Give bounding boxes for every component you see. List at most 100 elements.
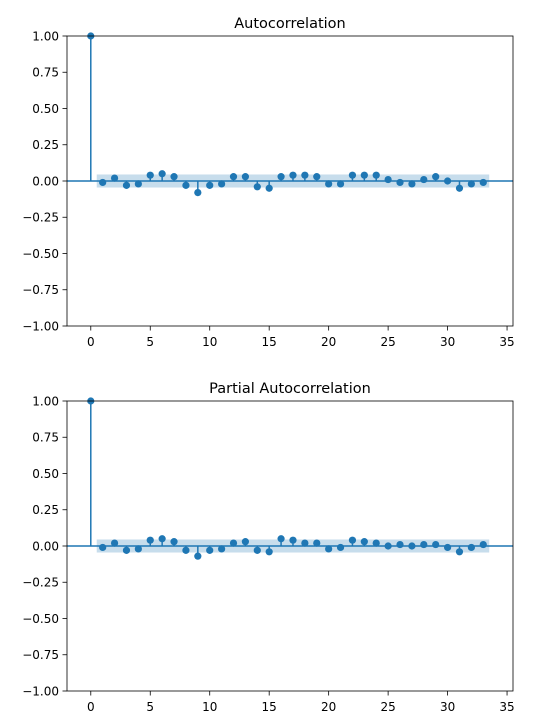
marker-lag-6 — [158, 170, 166, 178]
marker-lag-15 — [265, 184, 273, 192]
marker-lag-13 — [241, 173, 249, 181]
x-tick-label: 30 — [440, 335, 455, 349]
marker-lag-29 — [432, 173, 440, 181]
chart-title: Autocorrelation — [234, 16, 345, 32]
x-tick-label: 5 — [146, 335, 154, 349]
marker-lag-25 — [384, 542, 392, 550]
y-tick-label: 0.75 — [32, 66, 59, 80]
x-tick-label: 15 — [262, 335, 277, 349]
marker-lag-16 — [277, 535, 285, 543]
marker-lag-8 — [182, 546, 190, 554]
x-tick-label: 35 — [499, 700, 514, 714]
marker-lag-26 — [396, 540, 404, 549]
marker-lag-9 — [194, 189, 202, 197]
marker-lag-10 — [206, 181, 214, 189]
x-tick-label: 10 — [202, 335, 217, 349]
marker-lag-1 — [99, 178, 107, 187]
marker-lag-20 — [325, 180, 333, 188]
marker-lag-20 — [325, 545, 333, 553]
y-tick-label: −0.75 — [22, 283, 59, 297]
marker-lag-32 — [467, 543, 475, 552]
marker-lag-19 — [313, 539, 321, 547]
marker-lag-28 — [420, 175, 428, 184]
marker-lag-12 — [229, 539, 238, 547]
marker-lag-15 — [265, 548, 273, 556]
marker-lag-10 — [206, 546, 214, 554]
marker-lag-8 — [182, 181, 190, 189]
y-tick-label: 1.00 — [32, 394, 59, 408]
marker-lag-14 — [253, 546, 261, 554]
marker-lag-25 — [384, 175, 392, 184]
marker-lag-27 — [408, 542, 416, 550]
y-tick-label: 1.00 — [32, 29, 59, 43]
x-tick-label: 35 — [499, 335, 514, 349]
marker-lag-32 — [467, 180, 475, 188]
x-tick-label: 25 — [380, 335, 395, 349]
marker-lag-30 — [443, 543, 452, 552]
marker-lag-18 — [301, 539, 309, 547]
marker-lag-1 — [99, 543, 107, 552]
marker-lag-4 — [134, 545, 142, 553]
marker-lag-29 — [432, 540, 440, 549]
y-tick-label: 0.00 — [32, 174, 59, 188]
marker-lag-19 — [313, 173, 321, 181]
marker-lag-33 — [479, 540, 487, 549]
y-tick-label: −1.00 — [22, 319, 59, 333]
marker-lag-2 — [110, 539, 119, 547]
marker-lag-11 — [218, 545, 226, 553]
marker-lag-17 — [289, 536, 297, 544]
marker-lag-18 — [301, 171, 309, 179]
y-tick-label: −0.75 — [22, 648, 59, 662]
marker-lag-4 — [134, 180, 142, 188]
marker-lag-14 — [253, 183, 261, 191]
y-tick-label: −0.50 — [22, 612, 59, 626]
y-tick-label: −0.50 — [22, 247, 59, 261]
x-tick-label: 0 — [87, 700, 95, 714]
marker-lag-28 — [420, 540, 428, 549]
marker-lag-6 — [158, 535, 166, 543]
x-tick-label: 25 — [380, 700, 395, 714]
marker-lag-23 — [360, 171, 368, 179]
marker-lag-2 — [110, 174, 119, 182]
y-tick-label: 0.50 — [32, 467, 59, 481]
marker-lag-7 — [170, 538, 178, 546]
marker-lag-22 — [348, 536, 357, 544]
marker-lag-7 — [170, 173, 178, 181]
y-tick-label: −1.00 — [22, 684, 59, 698]
marker-lag-3 — [122, 546, 131, 554]
marker-lag-30 — [443, 177, 452, 185]
chart-1: Autocorrelation 0 5 10 15 20 25 30 35 −1.00 −0.75 −… — [22, 16, 514, 349]
marker-lag-21 — [336, 543, 345, 552]
marker-lag-33 — [479, 178, 487, 187]
y-tick-label: −0.25 — [22, 576, 59, 590]
marker-lag-5 — [146, 536, 154, 544]
y-tick-label: 0.25 — [32, 138, 59, 152]
marker-lag-27 — [408, 180, 416, 188]
marker-lag-21 — [336, 180, 345, 188]
marker-lag-23 — [360, 538, 368, 546]
chart-2: Partial Autocorrelation 0 5 10 15 20 25 30 35 −1.… — [22, 381, 514, 714]
x-tick-label: 30 — [440, 700, 455, 714]
x-tick-label: 20 — [321, 700, 336, 714]
chart-title: Partial Autocorrelation — [209, 381, 371, 397]
marker-lag-31 — [455, 184, 464, 192]
x-tick-label: 10 — [202, 700, 217, 714]
x-tick-label: 20 — [321, 335, 336, 349]
marker-lag-11 — [218, 180, 226, 188]
marker-lag-17 — [289, 171, 297, 179]
marker-lag-3 — [122, 181, 131, 189]
y-tick-label: 0.50 — [32, 102, 59, 116]
x-tick-label: 15 — [262, 700, 277, 714]
marker-lag-26 — [396, 178, 404, 187]
marker-lag-31 — [455, 548, 464, 556]
marker-lag-12 — [229, 173, 238, 181]
x-tick-label: 5 — [146, 700, 154, 714]
marker-lag-9 — [194, 552, 202, 560]
y-tick-label: 0.75 — [32, 431, 59, 445]
marker-lag-16 — [277, 173, 285, 181]
marker-lag-5 — [146, 171, 154, 179]
y-tick-label: 0.00 — [32, 539, 59, 553]
y-tick-label: −0.25 — [22, 211, 59, 225]
marker-lag-24 — [372, 539, 380, 547]
